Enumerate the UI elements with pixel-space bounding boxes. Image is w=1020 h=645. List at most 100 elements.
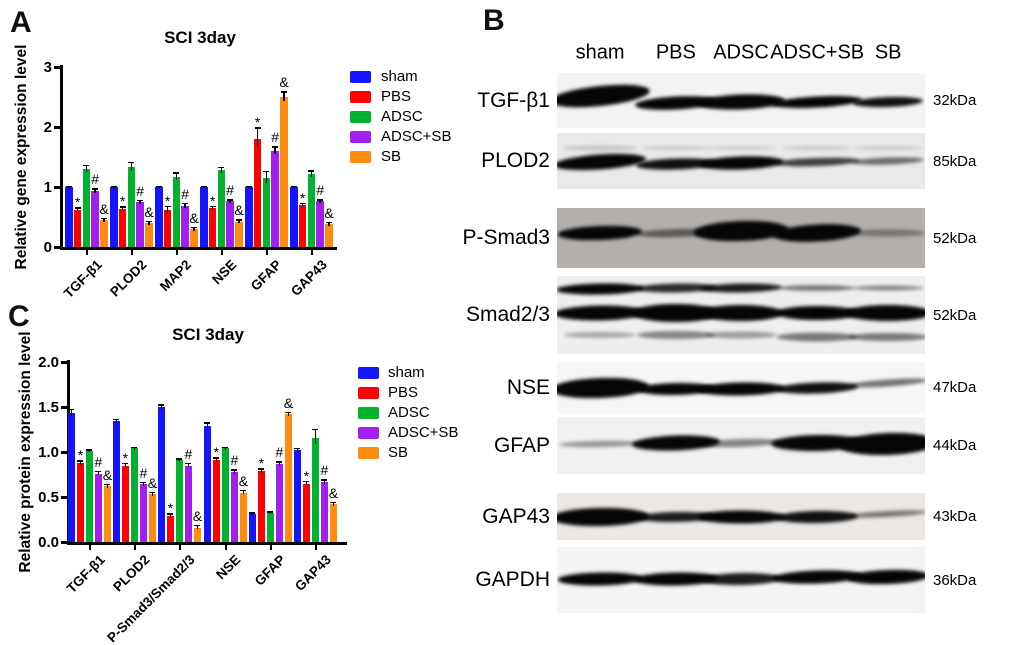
- protein-label: GAPDH: [475, 568, 550, 591]
- error-bar-cap: [191, 226, 197, 229]
- error-bar: [310, 170, 313, 178]
- error-bar: [224, 446, 227, 450]
- blot-band: [779, 285, 855, 292]
- error-bar: [305, 480, 308, 486]
- bar-ADSC: [82, 169, 91, 247]
- significance-symbol: *: [74, 194, 81, 211]
- error-bar: [160, 404, 163, 409]
- error-bar-cap: [204, 422, 211, 424]
- error-bar-cap: [213, 457, 220, 459]
- kda-label: 52kDa: [933, 229, 977, 247]
- significance-symbol: #: [226, 182, 235, 198]
- bar-sham: [245, 187, 253, 247]
- protein-label: GFAP: [493, 433, 550, 457]
- blot-band: [557, 224, 643, 242]
- bar-ADSC: [127, 167, 136, 247]
- bar-PBS: [166, 515, 175, 542]
- error-bar-cap: [267, 511, 274, 513]
- blot-strip-TGF-β1: [557, 73, 925, 128]
- error-bar-cap: [200, 185, 207, 188]
- kda-label: 43kDa: [933, 508, 977, 525]
- blot-band: [640, 145, 711, 150]
- error-bar: [124, 462, 127, 468]
- blot-band: [852, 156, 925, 166]
- legend-swatch-PBS: [358, 387, 379, 399]
- error-bar-cap: [317, 199, 324, 201]
- error-bar: [193, 226, 195, 231]
- significance-symbol: *: [299, 189, 306, 206]
- y-tick-label: 0.0: [38, 533, 59, 551]
- bar-ADSC+SB: [94, 473, 103, 542]
- x-tick: [175, 250, 179, 255]
- blot-band: [698, 305, 784, 322]
- bar-SB: [100, 220, 108, 247]
- bar-SB: [325, 224, 333, 247]
- blot-band: [776, 306, 859, 321]
- kda-label: 85kDa: [933, 152, 977, 170]
- panel-b-letter: B: [483, 4, 505, 37]
- x-tick: [310, 250, 314, 255]
- blot-band: [771, 93, 863, 110]
- protein-label: NSE: [506, 375, 550, 399]
- x-tick: [269, 545, 273, 550]
- legend-label-PBS: PBS: [388, 384, 419, 401]
- error-bar: [328, 221, 330, 226]
- error-bar-cap: [281, 91, 287, 93]
- error-bar-cap: [231, 469, 238, 471]
- legend-swatch-ADSC: [350, 111, 371, 123]
- bar-ADSC: [172, 176, 181, 247]
- bar-ADSC+SB: [275, 463, 284, 542]
- category-label: GAP43: [291, 552, 334, 594]
- significance-symbol: &: [192, 507, 203, 524]
- error-bar-cap: [104, 483, 111, 485]
- error-bar: [283, 91, 285, 102]
- error-bar: [178, 458, 181, 462]
- error-bar-cap: [149, 491, 156, 494]
- bar-SB: [145, 223, 153, 247]
- error-bar-cap: [128, 161, 135, 164]
- error-bar-cap: [110, 185, 117, 188]
- bar-ADSC+SB: [230, 471, 239, 542]
- legend-swatch-PBS: [350, 91, 371, 103]
- error-bar-cap: [299, 202, 306, 205]
- protein-label: GAP43: [482, 504, 550, 528]
- error-bar-cap: [194, 524, 201, 527]
- error-bar: [130, 161, 133, 171]
- error-bar: [269, 511, 272, 515]
- error-bar-cap: [236, 219, 242, 221]
- protein-label: Smad2/3: [465, 303, 550, 326]
- error-bar: [70, 408, 73, 417]
- category-label: GAP43: [287, 257, 330, 299]
- error-bar-cap: [240, 489, 247, 492]
- error-bar: [251, 512, 254, 516]
- y-tick-label: 0.5: [38, 488, 59, 506]
- legend-swatch-sham: [350, 71, 371, 83]
- significance-symbol: #: [275, 444, 284, 460]
- error-bar: [296, 447, 299, 453]
- x-tick: [178, 545, 182, 550]
- bar-ADSC+SB: [226, 201, 234, 247]
- bar-ADSC: [85, 451, 94, 542]
- bar-sham: [155, 187, 163, 247]
- blot-band: [559, 440, 642, 449]
- x-tick: [220, 250, 224, 255]
- blot-strip-PLOD2: [557, 133, 925, 189]
- significance-symbol: *: [209, 192, 216, 209]
- error-bar-cap: [68, 408, 75, 411]
- error-bar-cap: [185, 462, 192, 465]
- blot-band: [693, 219, 789, 243]
- error-bar-cap: [330, 501, 337, 503]
- blot-band: [699, 283, 783, 294]
- blot-band: [564, 332, 637, 339]
- significance-symbol: &: [147, 474, 158, 491]
- y-tick: [61, 361, 67, 364]
- bar-sham: [248, 514, 257, 542]
- blot-band: [838, 431, 925, 458]
- error-bar: [265, 170, 268, 184]
- significance-symbol: #: [181, 185, 190, 202]
- blot-band: [776, 509, 859, 524]
- error-bar-cap: [86, 449, 93, 451]
- lane-header-SB: SB: [874, 41, 902, 64]
- significance-symbol: *: [77, 447, 84, 464]
- legend-label-sham: sham: [388, 364, 425, 381]
